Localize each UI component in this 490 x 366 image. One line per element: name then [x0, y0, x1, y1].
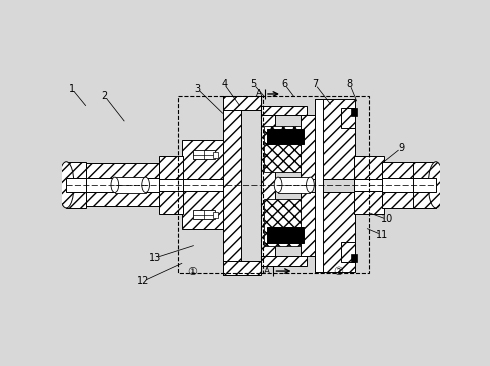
Text: ②: ② [333, 267, 343, 277]
Polygon shape [66, 178, 86, 192]
Polygon shape [351, 254, 357, 262]
Polygon shape [214, 152, 218, 158]
Ellipse shape [274, 177, 282, 193]
Polygon shape [382, 178, 436, 192]
Polygon shape [194, 150, 215, 160]
Polygon shape [261, 105, 275, 266]
Ellipse shape [307, 177, 314, 193]
Polygon shape [214, 212, 218, 218]
Polygon shape [264, 126, 301, 172]
Text: ①: ① [187, 267, 197, 277]
Text: 4: 4 [221, 79, 227, 89]
Polygon shape [301, 115, 315, 179]
Text: 9: 9 [398, 143, 404, 153]
Polygon shape [341, 108, 355, 128]
Polygon shape [341, 242, 355, 262]
Polygon shape [315, 99, 323, 272]
Polygon shape [382, 192, 436, 208]
Text: 11: 11 [376, 230, 388, 240]
Polygon shape [354, 156, 384, 179]
Polygon shape [261, 105, 307, 115]
Polygon shape [159, 156, 183, 179]
Polygon shape [413, 192, 436, 208]
Text: A: A [264, 266, 270, 276]
Polygon shape [264, 199, 301, 246]
Text: 1: 1 [69, 83, 75, 94]
Text: 12: 12 [137, 276, 149, 286]
Text: 2: 2 [102, 91, 108, 101]
Polygon shape [351, 108, 357, 116]
Polygon shape [268, 227, 304, 243]
Polygon shape [159, 191, 183, 214]
Polygon shape [382, 162, 436, 178]
Ellipse shape [59, 162, 74, 208]
Polygon shape [182, 191, 224, 229]
Polygon shape [86, 163, 186, 178]
Text: 7: 7 [312, 79, 318, 89]
Text: 3: 3 [194, 83, 200, 94]
Polygon shape [86, 178, 186, 192]
Polygon shape [315, 99, 355, 179]
Polygon shape [182, 140, 224, 179]
Polygon shape [86, 192, 186, 206]
Text: 8: 8 [346, 79, 353, 89]
Polygon shape [354, 179, 384, 191]
Bar [261, 96, 369, 273]
Polygon shape [278, 177, 311, 193]
Polygon shape [268, 128, 304, 144]
Text: 13: 13 [149, 253, 161, 263]
Bar [178, 96, 263, 273]
Polygon shape [301, 192, 315, 257]
Ellipse shape [111, 177, 119, 193]
Text: A: A [256, 89, 262, 98]
Polygon shape [315, 192, 355, 272]
Polygon shape [222, 96, 241, 275]
Polygon shape [222, 96, 261, 110]
Polygon shape [413, 162, 436, 178]
Text: 5: 5 [250, 79, 257, 89]
Polygon shape [222, 261, 261, 275]
Ellipse shape [142, 177, 149, 193]
Polygon shape [261, 257, 307, 266]
Polygon shape [194, 210, 215, 220]
Text: 6: 6 [281, 79, 287, 89]
Polygon shape [413, 178, 436, 192]
Polygon shape [66, 192, 86, 208]
Polygon shape [159, 179, 183, 191]
Polygon shape [182, 179, 224, 191]
Text: 10: 10 [381, 214, 393, 224]
Polygon shape [115, 177, 146, 193]
Polygon shape [354, 191, 384, 214]
Ellipse shape [428, 162, 443, 208]
Polygon shape [66, 162, 86, 178]
